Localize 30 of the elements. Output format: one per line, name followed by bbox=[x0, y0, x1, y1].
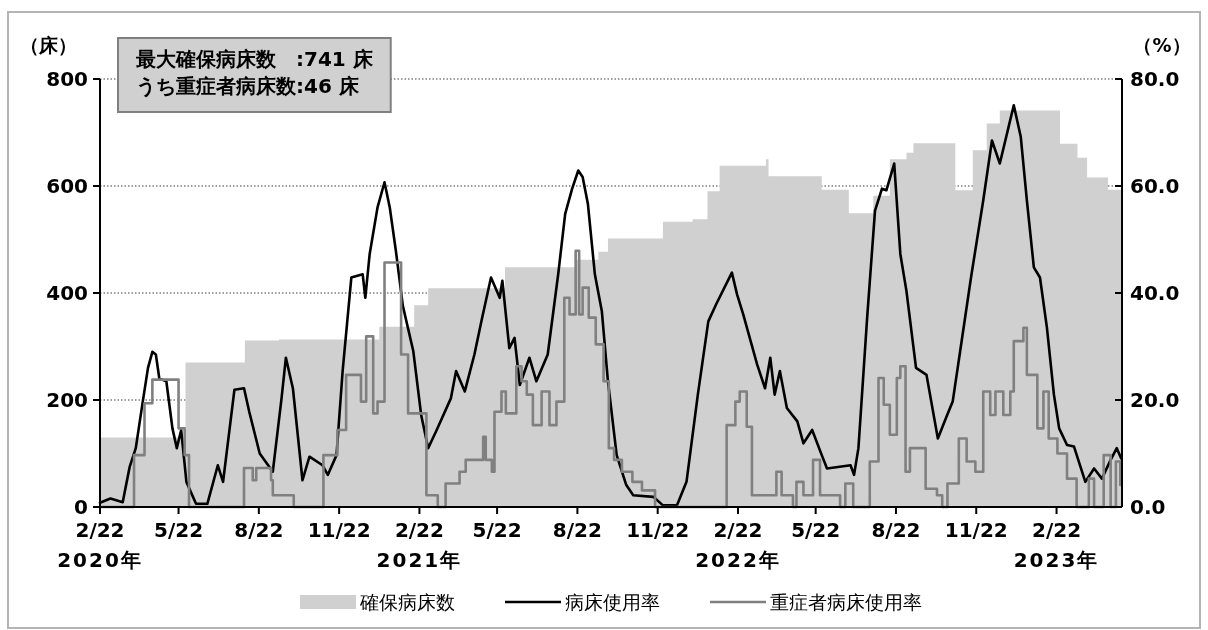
x-tick-label: 11/22 bbox=[944, 518, 1008, 542]
y2-tick-label: 80.0 bbox=[1130, 67, 1180, 91]
y2-tick-label: 20.0 bbox=[1130, 388, 1180, 412]
note-box: 最大確保病床数 :741 床 うち重症者病床数:46 床 bbox=[117, 37, 392, 113]
x-tick-label: 11/22 bbox=[307, 518, 371, 542]
legend-label: 確保病床数 bbox=[359, 591, 455, 613]
y2-tick-label: 60.0 bbox=[1130, 174, 1180, 198]
x-tick-label: 5/22 bbox=[472, 518, 522, 542]
x-tick-label: 5/22 bbox=[154, 518, 204, 542]
y2-tick-label: 40.0 bbox=[1130, 281, 1180, 305]
y-tick-label: 800 bbox=[46, 67, 88, 91]
y-tick-label: 200 bbox=[46, 388, 88, 412]
legend-label: 病床使用率 bbox=[565, 591, 660, 613]
y-tick-label: 400 bbox=[46, 281, 88, 305]
x-tick-label: 11/22 bbox=[626, 518, 690, 542]
y2-tick-label: 0.0 bbox=[1130, 495, 1166, 519]
x-tick-label: 8/22 bbox=[552, 518, 602, 542]
y-tick-label: 0 bbox=[74, 495, 88, 519]
x-tick-label: 8/22 bbox=[871, 518, 921, 542]
annotation: うち重症者病床数:46 床 bbox=[136, 74, 360, 98]
y2-axis-title: （%） bbox=[1133, 34, 1191, 56]
x-tick-label: 2/22 2020年 bbox=[57, 518, 143, 572]
y-tick-label: 600 bbox=[46, 174, 88, 198]
x-tick-label: 5/22 bbox=[791, 518, 841, 542]
y-axis-title: （床） bbox=[19, 34, 77, 56]
legend-label: 重症者病床使用率 bbox=[770, 591, 922, 613]
x-tick-label: 2/22 2023年 bbox=[1013, 518, 1100, 572]
x-tick-label: 2/22 2022年 bbox=[695, 518, 781, 572]
x-tick-label: 8/22 bbox=[234, 518, 284, 542]
x-tick-label: 2/22 2021年 bbox=[376, 518, 463, 572]
